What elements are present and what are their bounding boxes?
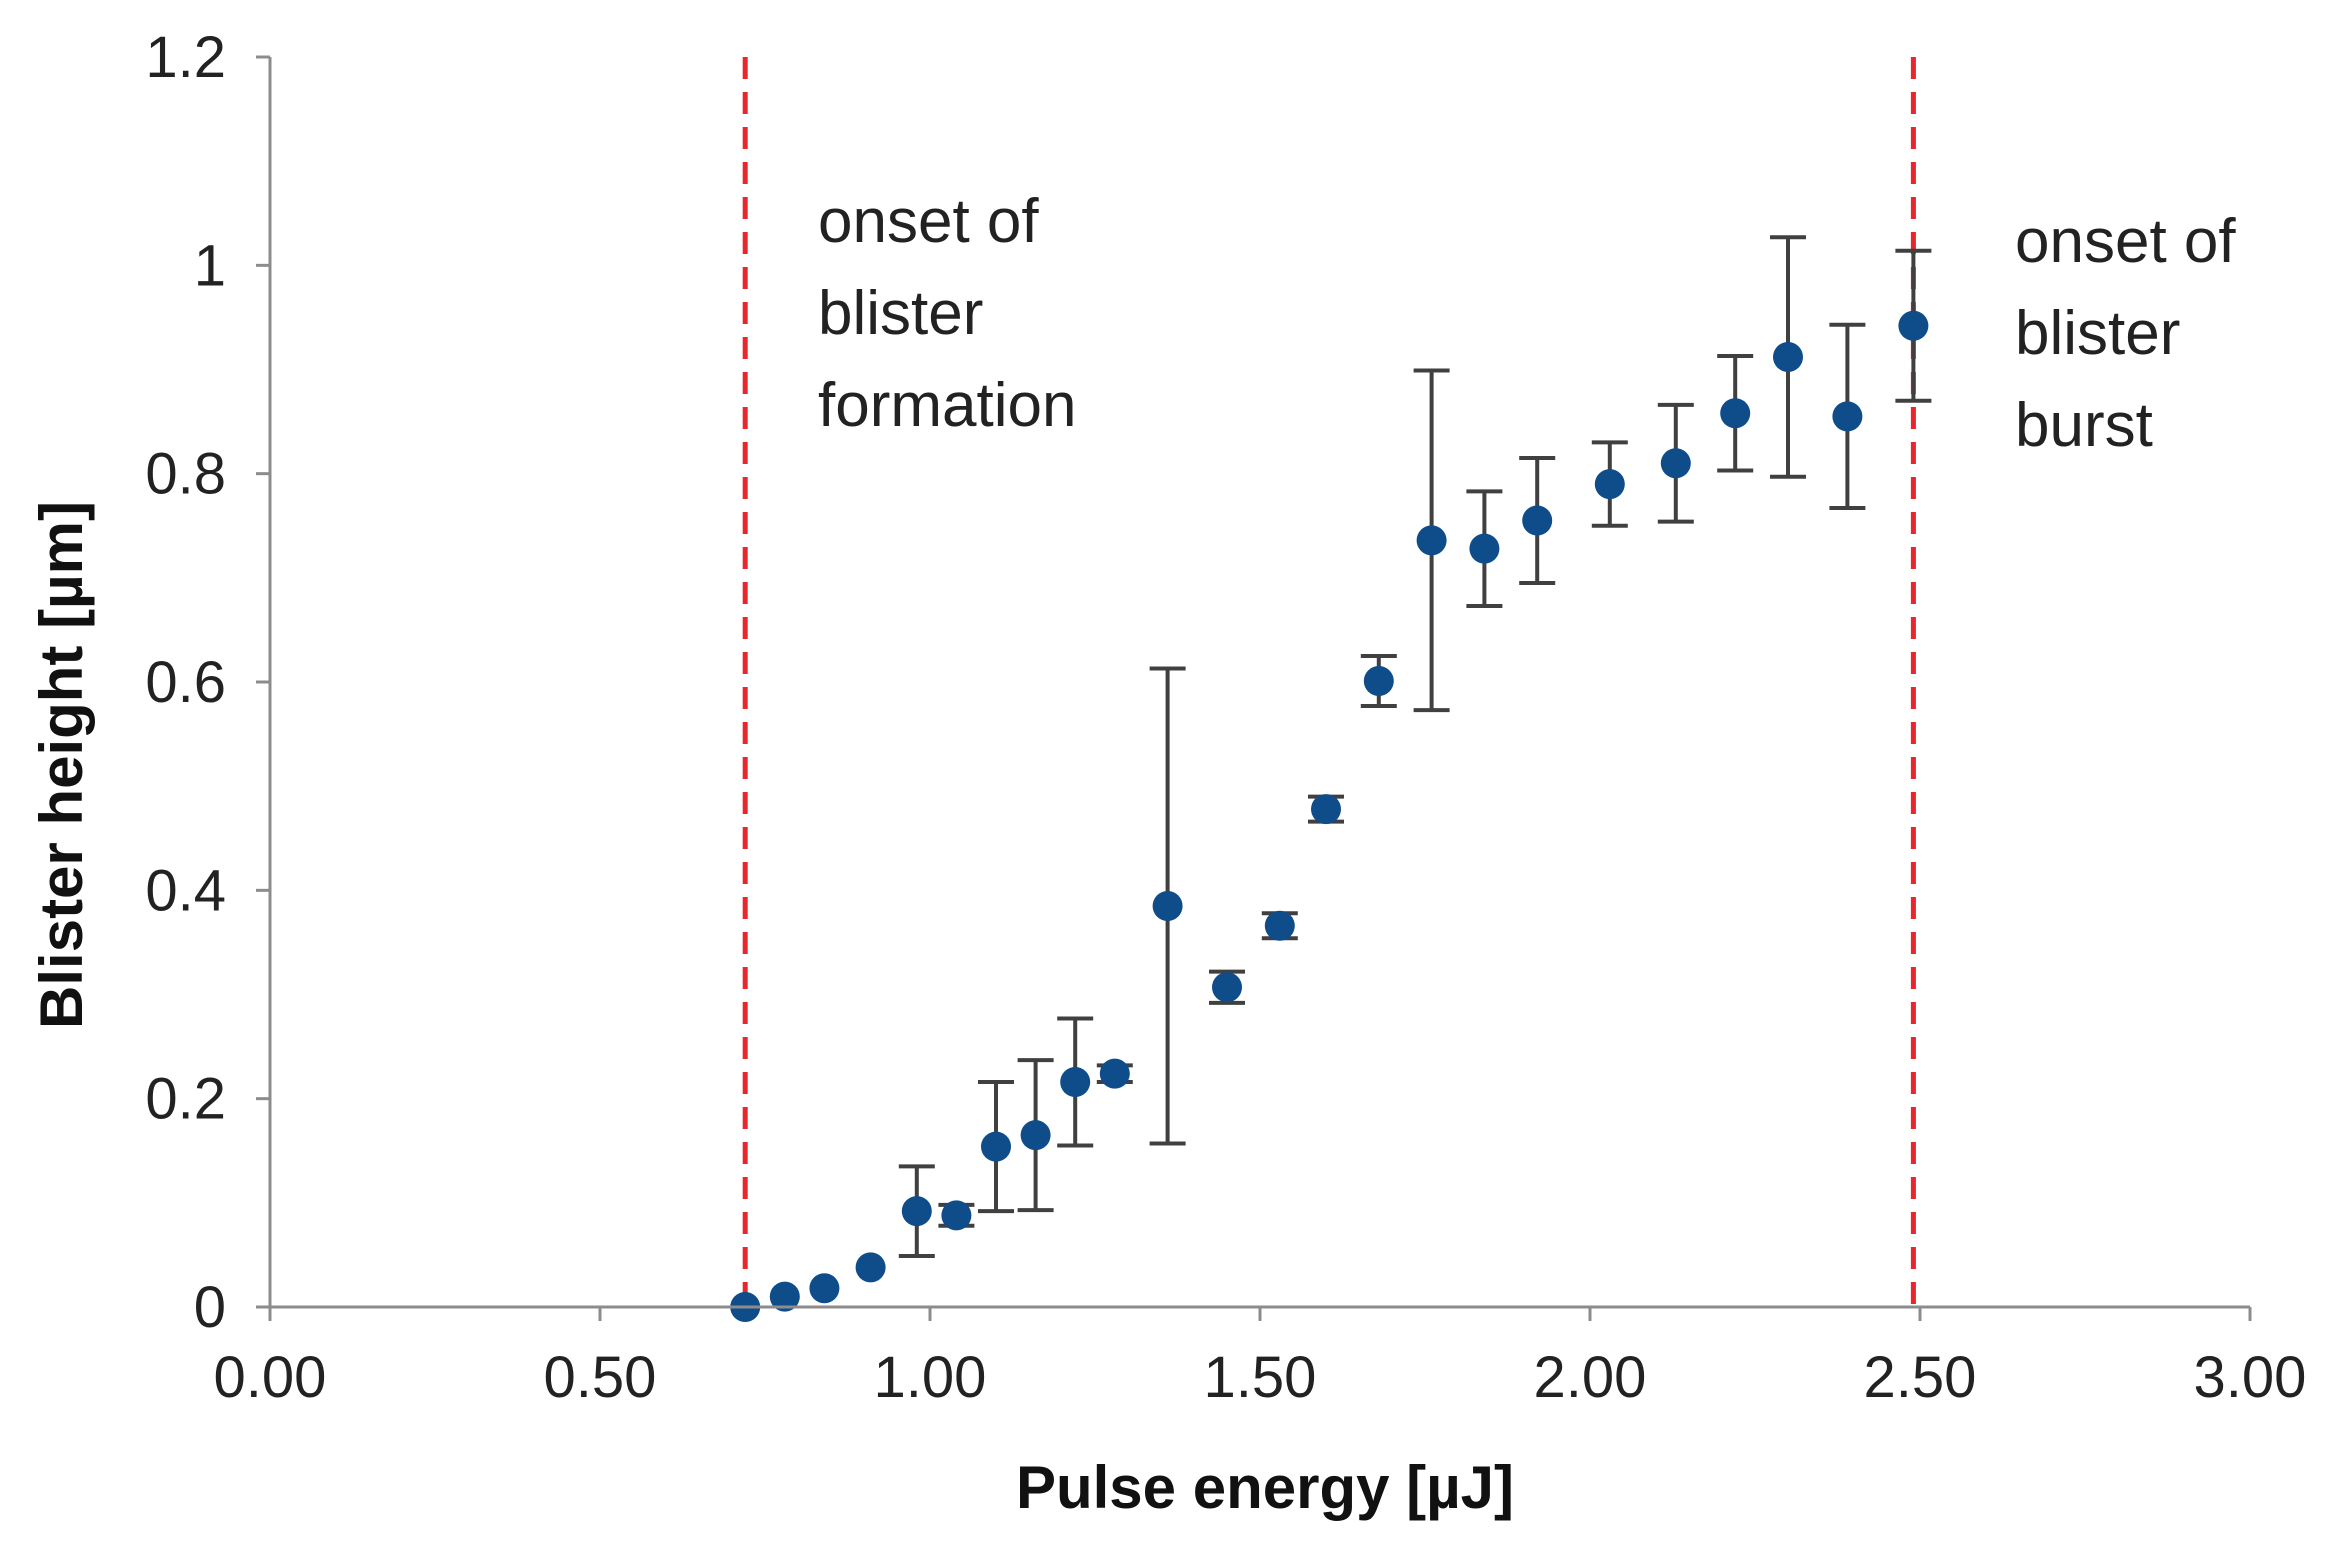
data-point (1832, 401, 1863, 432)
x-tick-label: 0.00 (214, 1345, 327, 1410)
data-point (981, 1131, 1011, 1162)
y-tick-label: 0 (194, 1275, 226, 1340)
data-point (1898, 310, 1929, 341)
x-tick-label: 3.00 (2194, 1345, 2307, 1410)
data-point (1416, 525, 1447, 556)
x-tick-label: 2.00 (1534, 1345, 1647, 1410)
x-tick-label: 0.50 (544, 1345, 657, 1410)
y-tick-label: 0.6 (145, 650, 226, 715)
axes: 0.00 0.50 1.00 1.50 2.00 2.50 3.00 0 0.2 0.4 0.6 0.… (145, 25, 2306, 1410)
data-point (1363, 665, 1394, 696)
y-axis-title: Blister height [µm] (28, 501, 95, 1029)
data-point (1264, 910, 1295, 941)
annotation-burst: onset of blister burst (2015, 207, 2253, 460)
annotation-formation-line-3: formation (818, 371, 1076, 440)
data-point (809, 1273, 840, 1304)
annotation-burst-line-3: burst (2015, 391, 2153, 460)
data-point (1311, 794, 1341, 825)
data-point (1594, 469, 1625, 500)
y-tick-label: 0.2 (145, 1067, 226, 1132)
y-tick-label: 0.8 (145, 442, 226, 507)
data-point (1660, 448, 1691, 479)
y-tick-label: 1.2 (145, 25, 226, 90)
data-point (901, 1196, 932, 1227)
data-point (1469, 533, 1500, 564)
annotation-formation-line-2: blister (818, 279, 983, 348)
data-point (1773, 342, 1803, 372)
annotation-formation-line-1: onset of (818, 187, 1039, 256)
y-tick-label: 0.4 (145, 858, 226, 923)
data-point (1152, 890, 1183, 921)
data-point (941, 1200, 972, 1231)
x-axis-title: Pulse energy [µJ] (1016, 1454, 1514, 1521)
data-point (1522, 505, 1553, 536)
data-point (1060, 1067, 1091, 1097)
annotation-burst-line-1: onset of (2015, 207, 2236, 276)
x-tick-label: 1.50 (1204, 1345, 1317, 1410)
data-point (1720, 398, 1751, 429)
data-point (855, 1252, 886, 1283)
data-point (1212, 972, 1242, 1003)
x-tick-label: 1.00 (874, 1345, 987, 1410)
data-point (769, 1281, 800, 1312)
annotation-burst-line-2: blister (2015, 299, 2180, 368)
x-tick-label: 2.50 (1864, 1345, 1977, 1410)
data-point (1099, 1058, 1130, 1089)
y-tick-label: 1 (194, 233, 226, 298)
annotation-formation: onset of blister formation (818, 187, 1076, 440)
data-point (1020, 1120, 1051, 1151)
